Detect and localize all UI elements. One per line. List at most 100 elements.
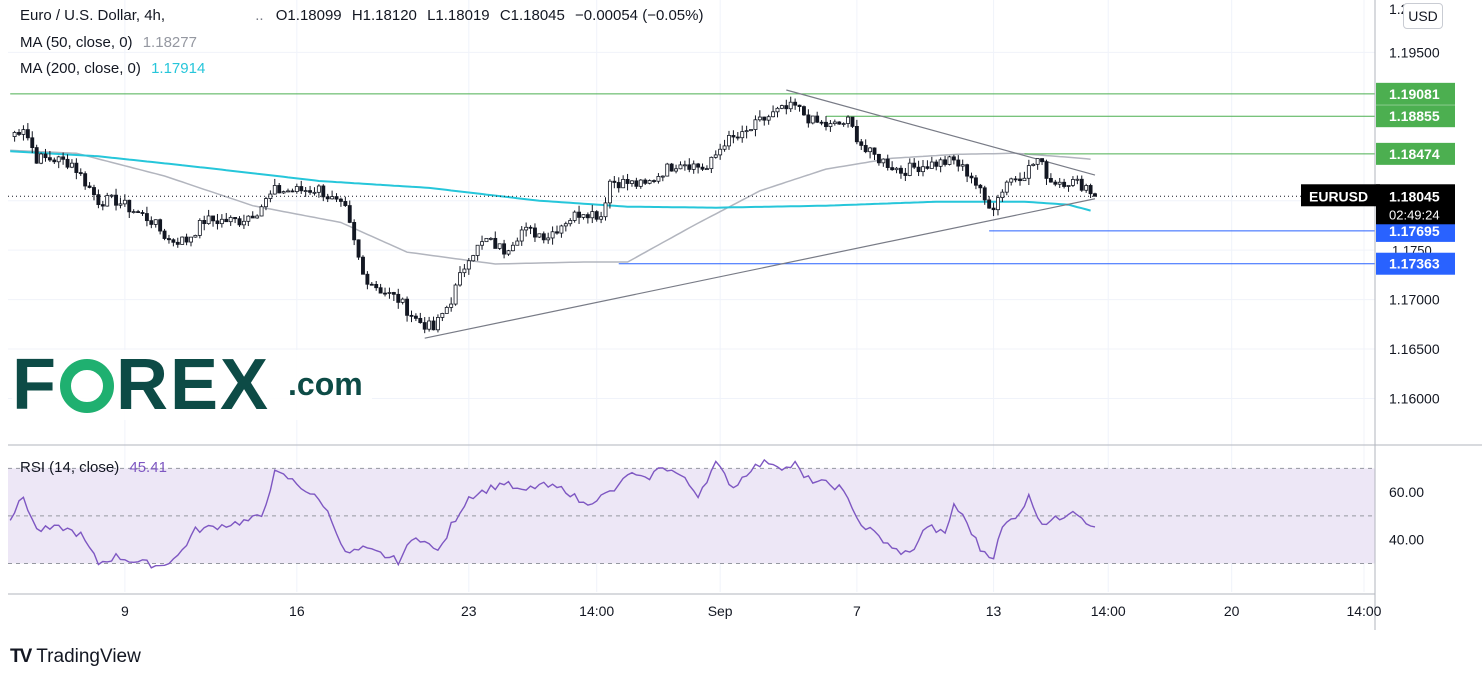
candle-body — [1075, 178, 1080, 181]
candle-body — [250, 215, 255, 219]
candle-body — [405, 298, 410, 316]
time-tick-label: 7 — [853, 603, 861, 619]
level-badge-label: 1.18474 — [1389, 146, 1440, 162]
candle-body — [356, 239, 361, 258]
candle-body — [383, 292, 387, 295]
candle-body — [413, 315, 418, 319]
trendlines — [424, 89, 1096, 339]
candle-body — [1022, 177, 1027, 182]
candle-body — [290, 190, 295, 193]
candle-body — [167, 238, 171, 241]
candle-body — [973, 177, 978, 186]
candle-body — [17, 132, 21, 135]
time-tick-label: 13 — [986, 603, 1002, 619]
candle-body — [184, 236, 189, 243]
candle-body — [1031, 163, 1036, 166]
ma200-label: MA (200, close, 0) — [20, 60, 141, 77]
candle-body — [563, 223, 568, 227]
candle-body — [956, 159, 961, 167]
level-badge — [1376, 82, 1455, 105]
candle-body — [96, 194, 101, 205]
candle-body — [537, 233, 542, 238]
candle-body — [361, 256, 365, 275]
candle-body — [916, 166, 921, 173]
candle-body — [92, 187, 96, 196]
open-value: O1.18099 — [275, 7, 342, 24]
candle-body — [418, 317, 423, 323]
candle-body — [638, 179, 643, 187]
candle-body — [43, 153, 48, 159]
candle-body — [951, 156, 956, 161]
candle-body — [607, 180, 612, 204]
candle-body — [722, 145, 727, 150]
candle-body — [1013, 178, 1018, 181]
candle-body — [453, 284, 458, 305]
candle-body — [1053, 181, 1058, 185]
tradingview-brand[interactable]: TV TradingView — [10, 646, 141, 668]
candle-body — [149, 220, 154, 225]
candle-body — [162, 230, 167, 239]
candle-body — [744, 130, 749, 133]
candle-body — [308, 190, 313, 193]
candle-body — [766, 116, 771, 121]
candle-body — [497, 243, 502, 249]
candle-body — [114, 194, 118, 206]
candle-body — [854, 126, 859, 143]
candle-body — [718, 148, 723, 156]
candle-body — [727, 135, 731, 147]
candle-body — [25, 129, 30, 139]
candle-body — [484, 237, 489, 243]
candle-body — [810, 115, 815, 124]
candle-body — [1088, 185, 1093, 195]
ma200-value: 1.17914 — [151, 60, 206, 77]
candle-body — [528, 226, 533, 229]
candle-body — [233, 217, 238, 220]
candle-body — [616, 182, 621, 189]
ma200-legend[interactable]: MA (200, close, 0) 1.17914 — [20, 60, 205, 77]
candle-body — [444, 307, 449, 314]
candle-body — [788, 101, 793, 110]
time-tick-label: 23 — [461, 603, 477, 619]
candle-body — [700, 166, 705, 170]
candle-body — [687, 164, 692, 170]
rsi-line — [9, 458, 1096, 569]
candle-body — [749, 129, 753, 132]
candle-body — [846, 116, 850, 124]
candle-body — [1079, 178, 1084, 191]
candle-body — [1004, 181, 1009, 193]
candle-body — [427, 320, 432, 330]
currency-button[interactable]: USD — [1403, 3, 1443, 29]
candle-body — [890, 167, 895, 171]
candle-body — [1040, 158, 1045, 163]
candle-body — [12, 132, 17, 137]
candle-body — [621, 178, 626, 189]
candle-body — [475, 244, 480, 256]
candle-body — [555, 231, 559, 234]
candle-body — [665, 163, 670, 177]
candle-body — [83, 173, 88, 187]
level-badge-label: 1.18855 — [1389, 108, 1440, 124]
candle-body — [568, 220, 573, 225]
candle-body — [272, 185, 277, 195]
price-badges: 1.19081 1.18855 1.18474 1.17695 1.17363 EURUS… — [1301, 82, 1455, 275]
rsi-tick-label: 60.00 — [1389, 484, 1424, 500]
change-value: −0.00054 (−0.05%) — [575, 7, 704, 24]
candle-body — [515, 240, 520, 246]
candle-body — [603, 202, 608, 218]
rsi-legend[interactable]: RSI (14, close) 45.41 — [20, 459, 167, 476]
ma50-label: MA (50, close, 0) — [20, 34, 133, 51]
candle-body — [713, 154, 718, 158]
candle-body — [338, 198, 343, 202]
candle-body — [669, 163, 674, 172]
candle-body — [784, 105, 789, 110]
candle-body — [391, 292, 396, 295]
candle-body — [704, 168, 709, 171]
candle-body — [903, 172, 908, 176]
candle-body — [241, 220, 246, 226]
candle-body — [237, 218, 242, 226]
candle-body — [122, 199, 127, 205]
last-price-label: 1.18045 — [1389, 188, 1440, 204]
symbol-title[interactable]: Euro / U.S. Dollar, 4h, — [20, 7, 166, 24]
ma50-legend[interactable]: MA (50, close, 0) 1.18277 — [20, 34, 197, 51]
tradingview-icon: TV — [10, 646, 32, 667]
